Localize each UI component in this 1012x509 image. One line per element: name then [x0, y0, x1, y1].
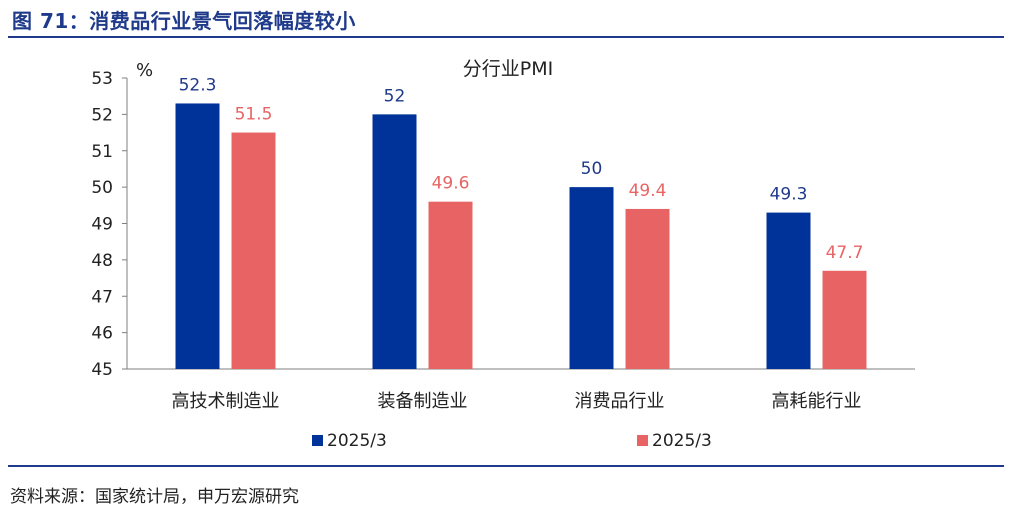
bar-series-1	[766, 212, 811, 369]
y-tick-label: 48	[91, 251, 113, 271]
bar-series-2	[822, 270, 867, 369]
bar-series-1	[372, 114, 417, 369]
x-category-label: 装备制造业	[378, 391, 468, 412]
legend-swatch	[312, 435, 323, 446]
y-tick-label: 52	[91, 105, 113, 125]
y-tick-label: 51	[91, 142, 113, 162]
x-category-label: 高耗能行业	[772, 391, 862, 412]
y-tick-label: 53	[91, 69, 113, 89]
bars-group: 52.3 51.5 52 49.6 50 49.4 49.3 47.7	[175, 75, 867, 370]
legend: 2025/3 2025/3	[312, 431, 712, 451]
bar-series-1	[175, 103, 220, 370]
y-axis-unit: %	[136, 60, 153, 81]
bar-value-label: 47.7	[826, 243, 864, 263]
bar-value-label: 52.3	[179, 75, 217, 95]
legend-label: 2025/3	[327, 431, 387, 451]
bar-series-2	[428, 201, 473, 369]
x-category-label: 高技术制造业	[172, 391, 280, 412]
y-tick-label: 49	[91, 215, 113, 235]
title-divider	[8, 36, 1004, 38]
bar-series-2	[625, 208, 670, 369]
bar-series-2	[231, 132, 276, 369]
bar-value-label: 50	[581, 159, 603, 179]
bar-value-label: 49.6	[432, 174, 470, 194]
source-note: 资料来源：国家统计局，申万宏源研究	[10, 487, 299, 507]
bar-series-1	[569, 187, 614, 369]
y-tick-label: 50	[91, 178, 113, 198]
y-tick-label: 46	[91, 324, 113, 344]
bar-value-label: 52	[384, 86, 406, 106]
bar-value-label: 49.4	[629, 181, 667, 201]
bar-value-label: 49.3	[770, 185, 808, 205]
figure-title: 图 71：消费品行业景气回落幅度较小	[12, 9, 356, 33]
legend-label: 2025/3	[652, 431, 712, 451]
bar-value-label: 51.5	[235, 105, 273, 125]
legend-swatch	[637, 435, 648, 446]
x-axis-labels: 高技术制造业 装备制造业 消费品行业 高耗能行业	[172, 391, 862, 412]
y-axis-ticks: 45 46 47 48 49 50 51 52 53	[91, 69, 127, 380]
x-category-label: 消费品行业	[575, 391, 665, 412]
chart-title: 分行业PMI	[463, 58, 553, 80]
y-tick-label: 47	[91, 287, 113, 307]
y-tick-label: 45	[91, 360, 113, 380]
source-divider	[8, 465, 1004, 467]
